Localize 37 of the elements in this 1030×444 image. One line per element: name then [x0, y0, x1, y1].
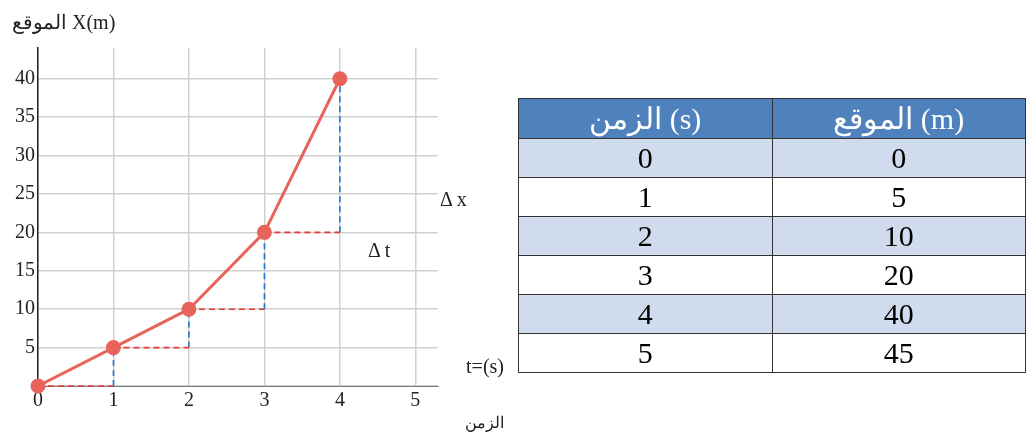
data-label: 40	[772, 294, 1026, 334]
y-tick-label: 20	[15, 219, 35, 242]
y-axis-title: الزمن (s)	[518, 98, 772, 139]
data-label: 0	[772, 138, 1026, 178]
x-tick-label: 2	[183, 388, 194, 411]
point	[105, 340, 121, 356]
y-tick-label: 40	[15, 65, 35, 88]
point	[30, 378, 46, 394]
y-tick-label: 2	[518, 216, 772, 256]
data-label: 20	[772, 255, 1026, 295]
x-tick-label: الموقع (m)	[772, 98, 1026, 139]
y-tick-label: 5	[25, 334, 35, 357]
y-tick-label: 5	[518, 333, 772, 373]
y-tick-label: 3	[518, 255, 772, 295]
x-tick-label: 1	[108, 388, 119, 411]
point	[332, 71, 348, 87]
y-tick-label: 25	[15, 181, 35, 204]
y-tick-label: 10	[15, 296, 35, 319]
y-tick-label: 4	[518, 294, 772, 334]
text: Δ x	[440, 187, 467, 210]
data-label: 45	[772, 333, 1026, 373]
x-tick-label: 4	[334, 388, 345, 411]
y-tick-label: 35	[15, 104, 35, 127]
x-tick-label: 3	[259, 388, 270, 411]
y-tick-label: 30	[15, 142, 35, 165]
text: الزمن	[465, 414, 504, 433]
y-tick-label: 15	[15, 258, 35, 281]
annotation: Δ t	[368, 239, 391, 262]
data-label: 10	[772, 216, 1026, 256]
x-tick-label: 5	[410, 388, 421, 411]
x-axis-title: t=(s)	[466, 355, 504, 379]
point	[256, 224, 272, 240]
y-tick-label: 1	[518, 177, 772, 217]
data-label: 5	[772, 177, 1026, 217]
y-axis-title: الموقع X(m)	[12, 11, 116, 35]
y-tick-label: 0	[518, 138, 772, 178]
point	[181, 301, 197, 317]
